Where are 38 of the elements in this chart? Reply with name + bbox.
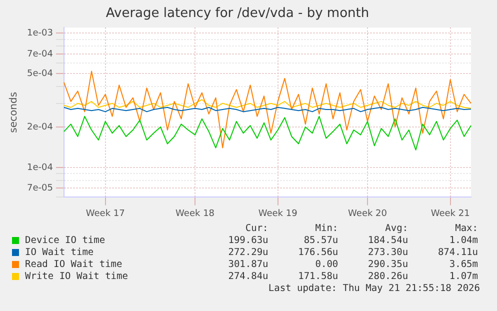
x-tick-label: Week 20 <box>348 208 388 219</box>
text: Avg: <box>384 223 410 235</box>
x-tick-label: Week 17 <box>86 208 125 219</box>
legend-label: Write IO Wait time <box>24 271 129 283</box>
text: 272.29u <box>227 247 270 259</box>
text: 171.58u <box>297 271 340 283</box>
text: 176.56u <box>297 247 340 259</box>
text: 85.57u <box>302 235 340 247</box>
text: 0.00 <box>314 259 340 271</box>
text: Last update: Thu May 21 21:55:18 2026 <box>267 283 480 295</box>
text: 874.11u <box>436 247 479 259</box>
text: 301.87u <box>227 259 270 271</box>
legend-label: Read IO Wait time <box>24 259 124 271</box>
text: Min: <box>314 223 340 235</box>
y-axis-title: seconds <box>8 92 20 133</box>
y-tick-label: 5e-04 <box>26 68 54 79</box>
legend-label: IO Wait time <box>24 247 95 259</box>
legend-label: Device IO time <box>24 235 106 247</box>
text: 273.30u <box>367 247 410 259</box>
text: Cur: <box>244 223 270 235</box>
y-tick-label: 7e-04 <box>26 49 54 60</box>
y-tick-label: 7e-05 <box>26 184 53 194</box>
text: 290.35u <box>367 259 410 271</box>
y-tick-label: 1e-04 <box>26 162 54 173</box>
text: 199.63u <box>227 235 270 247</box>
text: 274.84u <box>227 271 270 283</box>
text: 184.54u <box>367 235 410 247</box>
x-tick-label: Week 21 <box>430 208 470 219</box>
y-tick-label: 2e-04 <box>26 122 54 132</box>
y-tick-label: 1e-03 <box>26 28 53 38</box>
text: 280.26u <box>367 271 410 283</box>
chart-title: Average latency for /dev/vda - by month <box>106 6 370 22</box>
x-tick-label: Week 19 <box>258 208 298 219</box>
text: 1.07m <box>448 271 479 283</box>
text: Max: <box>454 223 479 235</box>
x-tick-label: Week 18 <box>176 208 215 219</box>
text: 1.04m <box>448 235 479 247</box>
text: 3.65m <box>448 259 479 271</box>
